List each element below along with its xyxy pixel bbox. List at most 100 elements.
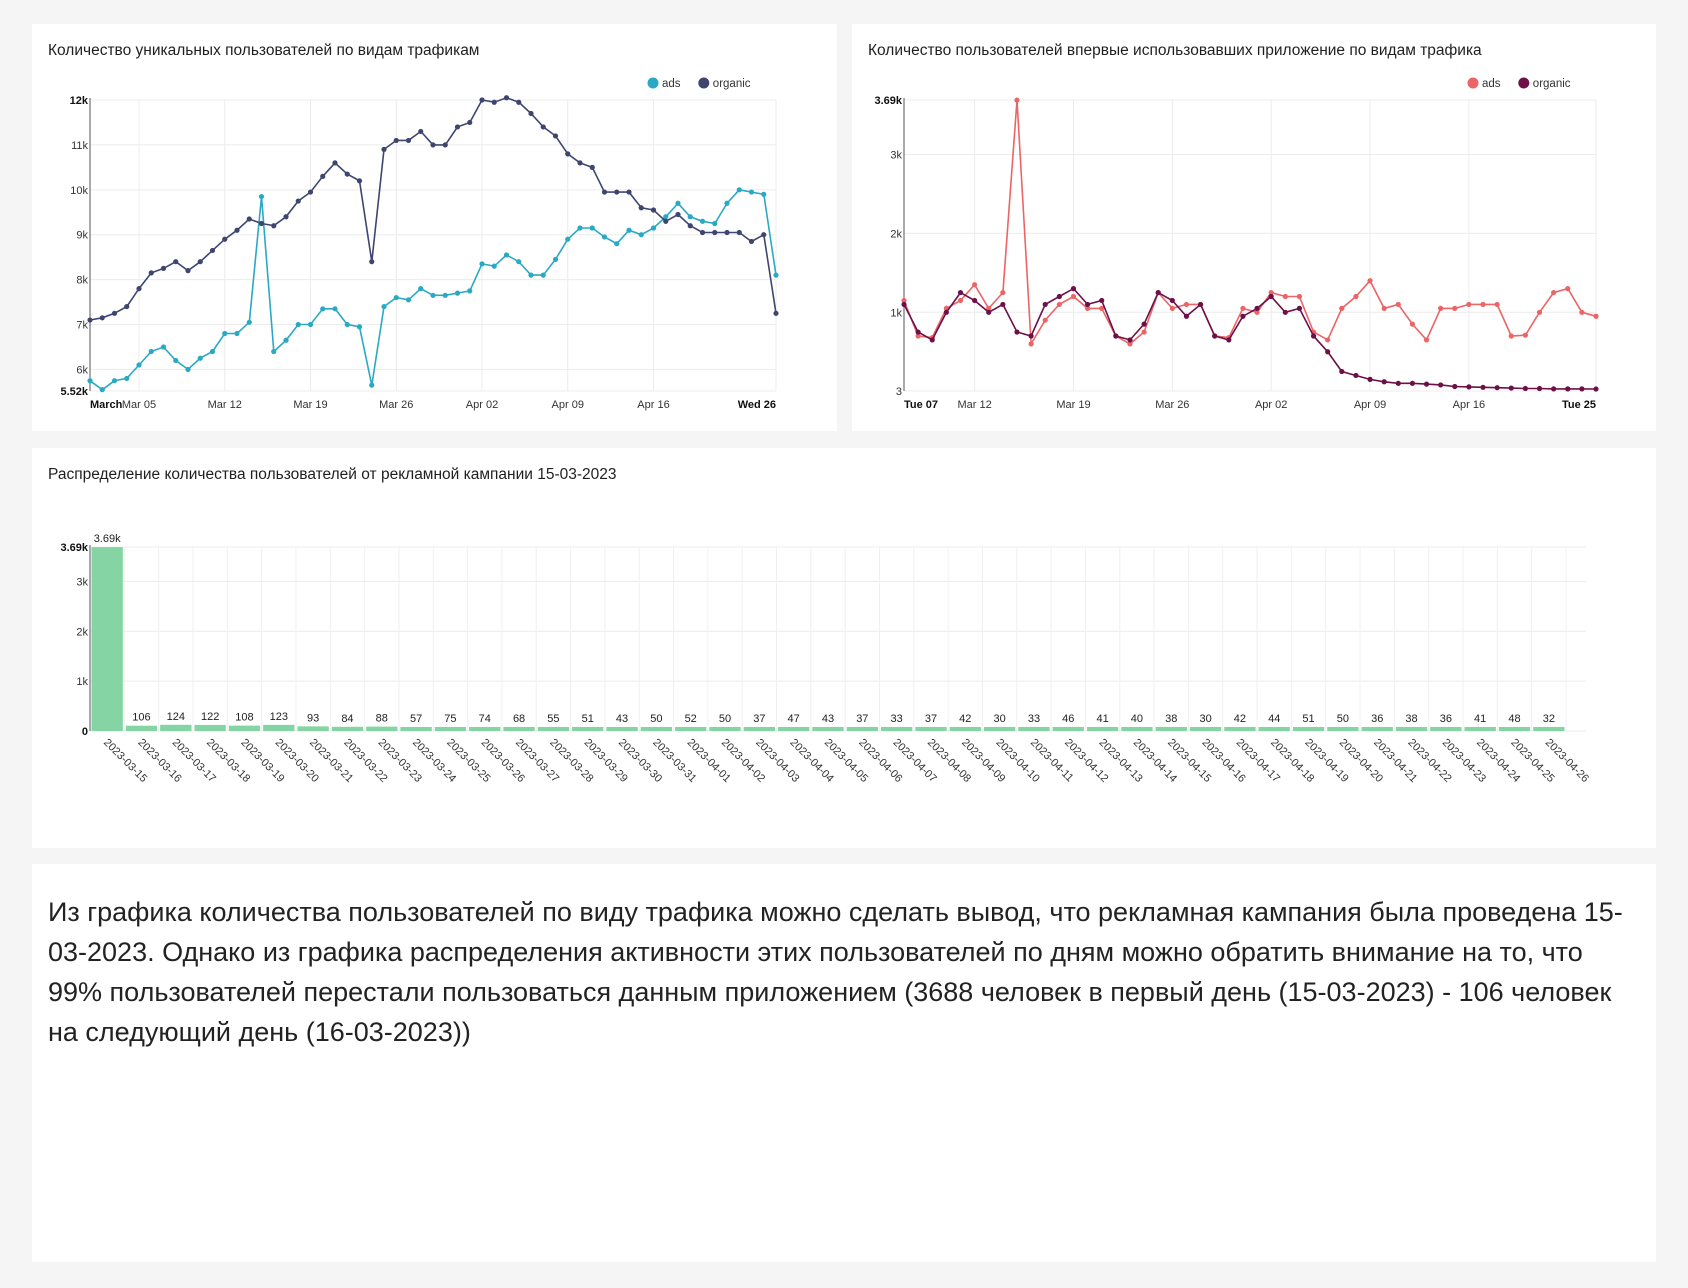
- data-point-organic: [197, 259, 203, 265]
- data-point-organic: [1113, 333, 1119, 339]
- data-point-organic: [1423, 381, 1430, 387]
- bar: [537, 727, 570, 731]
- data-point-organic: [160, 265, 167, 272]
- bar: [1395, 727, 1428, 731]
- data-point-ads: [1395, 301, 1401, 308]
- bar-value-label: 37: [753, 713, 765, 725]
- data-point-organic: [454, 124, 461, 130]
- data-point-ads: [1438, 305, 1444, 311]
- data-point-ads: [124, 375, 130, 382]
- bar-value-label: 40: [1131, 713, 1143, 725]
- data-point-ads: [271, 348, 277, 355]
- campaign-bar-chart-card: Распределение количества пользователей о…: [32, 448, 1656, 848]
- data-point-organic: [1381, 379, 1387, 385]
- data-point-ads: [258, 193, 265, 200]
- bar-value-label: 38: [1165, 713, 1177, 725]
- data-point-ads: [246, 319, 252, 325]
- bar-value-label: 36: [1440, 713, 1452, 725]
- data-point-organic: [148, 270, 154, 276]
- y-tick-label: 11k: [71, 140, 88, 152]
- bar: [709, 727, 741, 731]
- bar-value-label: 37: [856, 713, 868, 725]
- data-point-organic: [663, 218, 669, 224]
- data-point-organic: [381, 146, 387, 152]
- data-point-organic: [1409, 380, 1416, 386]
- data-point-organic: [901, 301, 907, 308]
- bar: [91, 547, 123, 731]
- data-point-ads: [1565, 286, 1571, 292]
- data-point-organic: [479, 97, 485, 103]
- data-point-organic: [1099, 297, 1105, 304]
- data-point-organic: [540, 124, 546, 130]
- bar-value-label: 42: [1234, 713, 1246, 725]
- x-tick-label: Apr 09: [1354, 399, 1386, 411]
- data-point-ads: [1551, 289, 1557, 296]
- bar-value-label: 52: [685, 713, 697, 725]
- data-point-organic: [1254, 305, 1260, 311]
- data-point-organic: [356, 178, 363, 184]
- bar-value-label: 55: [547, 713, 559, 725]
- bar-value-label: 74: [479, 713, 491, 725]
- data-point-organic: [405, 137, 412, 144]
- data-point-ads: [393, 294, 399, 301]
- bar: [949, 727, 981, 731]
- data-point-organic: [1183, 313, 1190, 319]
- data-point-organic: [1084, 301, 1091, 308]
- data-point-organic: [638, 205, 644, 211]
- data-point-ads: [565, 236, 571, 242]
- bar-value-label: 57: [410, 713, 422, 725]
- data-point-ads: [442, 292, 448, 298]
- data-point-organic: [1593, 386, 1599, 392]
- bar: [1052, 727, 1084, 731]
- x-tick-label: Tue 07: [904, 399, 938, 411]
- bar-value-label: 46: [1062, 713, 1074, 725]
- data-point-ads: [957, 297, 964, 304]
- bar-value-label: 38: [1405, 713, 1417, 725]
- bar-value-label: 41: [1474, 713, 1486, 725]
- data-point-ads: [356, 324, 363, 330]
- y-tick-label: 3.69k: [60, 542, 88, 554]
- bar-value-label: 122: [201, 711, 219, 723]
- legend-marker-ads: [647, 77, 659, 89]
- y-tick-label: 3k: [76, 576, 88, 588]
- x-tick-label: Apr 02: [466, 399, 498, 411]
- x-tick-label: Apr 16: [1453, 399, 1485, 411]
- data-point-organic: [773, 310, 779, 316]
- data-point-ads: [99, 387, 105, 393]
- bar-value-label: 50: [650, 713, 662, 725]
- data-point-organic: [589, 164, 595, 170]
- bar: [1327, 727, 1359, 731]
- series-line-ads: [89, 188, 777, 391]
- y-tick-label: 3.69k: [874, 95, 902, 107]
- data-point-organic: [320, 173, 326, 179]
- data-point-organic: [972, 297, 978, 304]
- data-point-organic: [1438, 382, 1444, 388]
- data-point-organic: [234, 227, 240, 233]
- bar: [469, 727, 501, 731]
- campaign-bar-chart: 01k2k3k3.69k3.69k2023-03-151062023-03-16…: [60, 533, 1591, 785]
- data-point-organic: [712, 229, 718, 236]
- data-point-ads: [1014, 97, 1020, 103]
- bar: [1292, 727, 1325, 731]
- data-point-organic: [173, 259, 179, 265]
- data-point-organic: [467, 119, 473, 126]
- data-point-ads: [344, 321, 350, 328]
- bar: [160, 724, 192, 731]
- y-tick-label: 1k: [76, 676, 88, 688]
- bar: [1430, 727, 1462, 731]
- bar: [812, 727, 844, 731]
- legend-label-ads: ads: [662, 78, 681, 90]
- data-point-ads: [148, 348, 154, 355]
- data-point-organic: [111, 310, 118, 316]
- data-point-organic: [915, 329, 921, 335]
- campaign-chart-title: Распределение количества пользователей о…: [48, 466, 617, 483]
- x-tick-label: March: [90, 399, 123, 411]
- bar-value-label: 48: [1508, 713, 1520, 725]
- bar: [846, 727, 878, 731]
- bar-value-label: 106: [132, 712, 150, 724]
- data-point-ads: [1466, 301, 1472, 308]
- data-point-organic: [369, 259, 375, 265]
- data-point-ads: [552, 256, 559, 263]
- bar: [640, 727, 673, 731]
- bar-value-label: 88: [376, 713, 388, 725]
